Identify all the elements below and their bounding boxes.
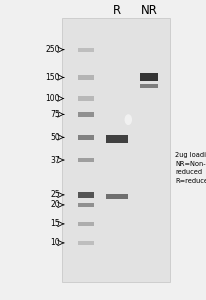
Bar [78, 158, 93, 162]
Text: 37: 37 [50, 155, 60, 164]
Bar [62, 18, 169, 282]
Bar [78, 75, 93, 80]
Text: R: R [112, 4, 121, 17]
Bar [78, 241, 93, 245]
Bar [78, 135, 93, 140]
Bar [78, 192, 93, 197]
Bar [78, 203, 93, 207]
Text: 10: 10 [50, 238, 60, 247]
Bar [105, 135, 128, 142]
Text: 250: 250 [45, 45, 60, 54]
Text: 50: 50 [50, 133, 60, 142]
Text: 100: 100 [45, 94, 60, 103]
Bar [139, 74, 158, 81]
Bar [78, 112, 93, 117]
Text: 15: 15 [50, 219, 60, 228]
Circle shape [124, 114, 131, 125]
Text: 20: 20 [50, 200, 60, 209]
Text: 25: 25 [50, 190, 60, 200]
Bar [78, 48, 93, 52]
Text: 75: 75 [50, 110, 60, 119]
Text: NR: NR [140, 4, 157, 17]
Bar [139, 84, 158, 88]
Bar [78, 222, 93, 226]
Text: 150: 150 [45, 73, 60, 82]
Text: 2ug loading
NR=Non-
reduced
R=reduced: 2ug loading NR=Non- reduced R=reduced [174, 152, 206, 184]
Bar [106, 194, 127, 199]
Bar [78, 96, 93, 100]
